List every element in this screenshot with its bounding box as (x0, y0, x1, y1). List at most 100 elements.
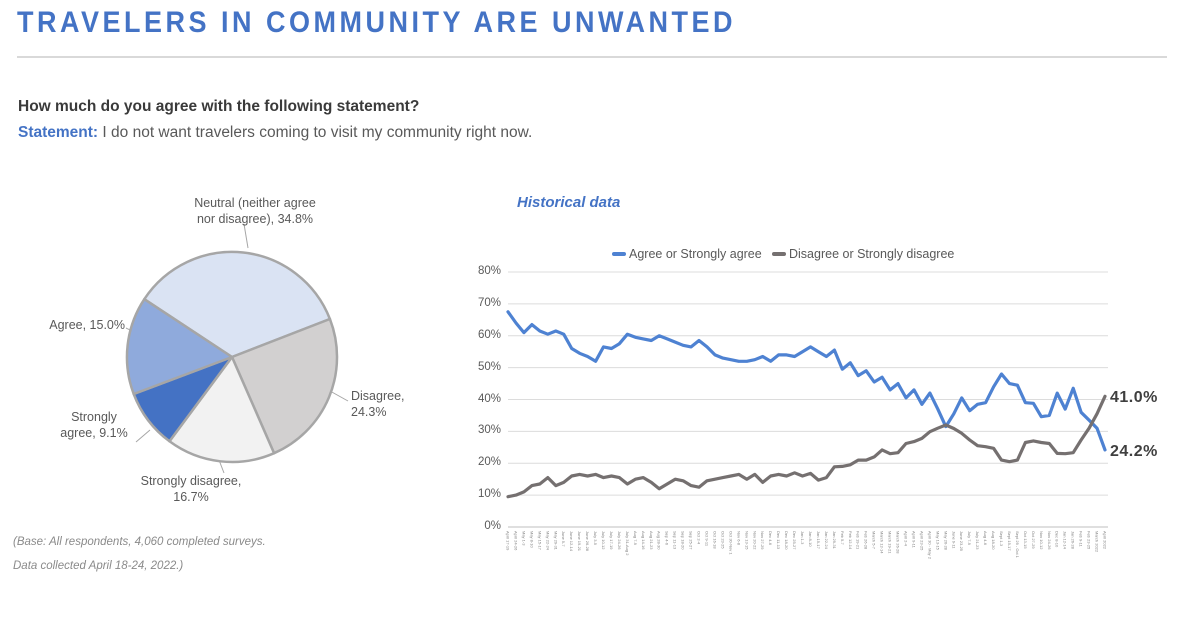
x-axis-label: Aug 7-9 (632, 531, 638, 546)
x-axis-label: Jan 26-28 (1070, 531, 1076, 549)
x-axis-label: Nov 24-26 (1046, 531, 1052, 550)
x-axis-label: Sep 25-27 (688, 531, 694, 550)
x-axis-label: April 2-4 (903, 531, 909, 546)
x-axis-label: Jan 15-17 (815, 531, 821, 549)
series-line-disagree-or-strongly-disagree (506, 394, 1107, 499)
y-tick-label: 0% (484, 520, 501, 532)
x-axis-label: May 15-17 (537, 531, 543, 550)
x-axis-label: July 24-26 (616, 531, 622, 550)
x-axis-label: Feb 23-25 (1086, 531, 1092, 550)
x-axis-label: May 1-3 (521, 531, 527, 546)
x-axis-label: April 23-25 (919, 531, 925, 551)
x-axis-label: May 22-24 (545, 531, 551, 550)
x-axis-label: Sept 15-17 (1006, 531, 1012, 551)
x-axis-label: Nov 6-8 (736, 531, 742, 546)
x-axis-label: Feb 9-11 (1078, 531, 1084, 547)
x-axis-label: Sept 29 - Oct 1 (1014, 531, 1020, 558)
y-tick-label: 70% (477, 296, 501, 309)
x-axis-label: July 17-19 (608, 531, 614, 550)
y-tick-label: 80% (477, 265, 501, 277)
x-axis-label: Oct 30-Nov 1 (728, 531, 734, 555)
x-axis-label: Jan 8-10 (807, 531, 813, 547)
x-axis-label: Nov 10-12 (1038, 531, 1044, 550)
x-axis-label: July 10-12 (601, 531, 607, 550)
x-axis-label: Feb 5-7 (839, 531, 845, 545)
x-axis-label: Oct 2-4 (696, 531, 702, 545)
x-axis-label: Dec 18-20 (784, 531, 790, 550)
x-axis-label: May 8-10 (529, 531, 535, 548)
pie-label-agree: Agree, 15.0% (49, 318, 125, 332)
x-axis-label: Oct 23-25 (720, 531, 726, 549)
x-axis-label: Sep 18-20 (680, 531, 686, 550)
page-title: TRAVELERS IN COMMUNITY ARE UNWANTED (17, 6, 737, 39)
x-axis-label: July 7-9 (967, 531, 973, 546)
pie-slice-agree (125, 297, 234, 396)
legend-swatch-agree (612, 252, 626, 256)
statement-label: Statement: (18, 124, 99, 141)
x-axis-label: Dec 4-6 (768, 531, 774, 546)
x-axis-label: March 12-14 (879, 531, 885, 554)
legend-entry-agree: Agree or Strongly agree (612, 247, 762, 261)
x-axis-label: Dec 8-10 (1054, 531, 1060, 548)
x-axis-label: Aug 18-20 (991, 531, 997, 550)
x-axis-label: Jan 22-24 (823, 531, 829, 549)
x-axis-label: June 9-11 (951, 531, 957, 549)
legend-swatch-disagree (772, 252, 786, 256)
survey-question: How much do you agree with the following… (18, 98, 420, 115)
pie-label-disagree: Disagree, 24.3% (351, 389, 405, 419)
x-axis-label: March 5-7 (871, 531, 877, 550)
x-axis-label: Oct 27-29 (1030, 531, 1036, 549)
x-axis-label: May 26-28 (943, 531, 949, 550)
series-line-agree-or-strongly-agree (506, 310, 1107, 452)
pie-label-strongly-disagree: Strongly disagree, 16.7% (140, 474, 242, 504)
x-axis-label: March 2022 (1094, 531, 1100, 553)
x-axis-label: June 12-14 (569, 531, 575, 552)
x-axis-label: May 29-31 (553, 531, 559, 550)
x-axis-label: Aug 4-6 (983, 531, 989, 546)
historical-line-chart (506, 271, 1108, 528)
survey-statement: Statement: I do not want travelers comin… (18, 124, 532, 142)
leader-line-disagree (329, 390, 349, 402)
pie-slice-disagree (230, 317, 339, 455)
x-axis-label: April 9-11 (911, 531, 917, 548)
x-axis-label: July 31-Aug 2 (624, 531, 630, 556)
y-tick-label: 60% (477, 328, 501, 341)
y-tick-label: 50% (477, 360, 501, 373)
x-axis-label: Oct 9-11 (704, 531, 710, 547)
footer-base-note: (Base: All respondents, 4,060 completed … (13, 536, 266, 548)
x-axis-label: Feb 19-21 (855, 531, 861, 550)
x-axis-label: April 30 - May 2 (927, 531, 933, 560)
pie-label-strongly-agree: Strongly agree, 9.1% (60, 410, 128, 440)
legend-entry-disagree: Disagree or Strongly disagree (772, 247, 954, 261)
y-tick-label: 30% (477, 424, 501, 437)
x-axis-label: Oct 16-18 (712, 531, 718, 549)
pie-slice-neutral-neither-agree-nor-disagree (143, 250, 332, 359)
x-axis-label: July 21-23 (975, 531, 981, 550)
header-divider (17, 56, 1167, 58)
x-axis-label: May 13-15 (935, 531, 941, 550)
x-axis-label: June 26-28 (585, 531, 591, 552)
x-axis-label: April 2022 (1102, 531, 1108, 550)
legend-label-agree: Agree or Strongly agree (629, 247, 762, 261)
x-axis-label: Aug 21-23 (648, 531, 654, 550)
pie-slice-strongly-disagree (168, 355, 276, 464)
x-axis-label: June 19-21 (577, 531, 583, 552)
x-axis-label: Jan 12-14 (1062, 531, 1068, 549)
leader-line-neutral (243, 223, 249, 249)
historical-data-title: Historical data (517, 194, 621, 211)
y-tick-label: 10% (477, 488, 501, 501)
x-axis-label: April 17-19 (505, 531, 511, 551)
x-axis-label: Dec 25-27 (792, 531, 798, 550)
end-label-disagree: 41.0% (1110, 389, 1158, 406)
x-axis-label: Jan 1-3 (800, 531, 806, 545)
statement-text: I do not want travelers coming to visit … (98, 124, 533, 141)
footer-date-note: Data collected April 18-24, 2022.) (13, 560, 184, 572)
x-axis-label: Sep 4-6 (664, 531, 670, 546)
x-axis-label: Jan 29-31 (831, 531, 837, 549)
x-axis-label: Sept 1-3 (999, 531, 1005, 547)
leader-line-strongly-agree (135, 429, 151, 443)
legend-label-disagree: Disagree or Strongly disagree (789, 247, 955, 261)
y-tick-label: 40% (477, 392, 501, 405)
x-axis-label: July 3-5 (593, 531, 599, 546)
